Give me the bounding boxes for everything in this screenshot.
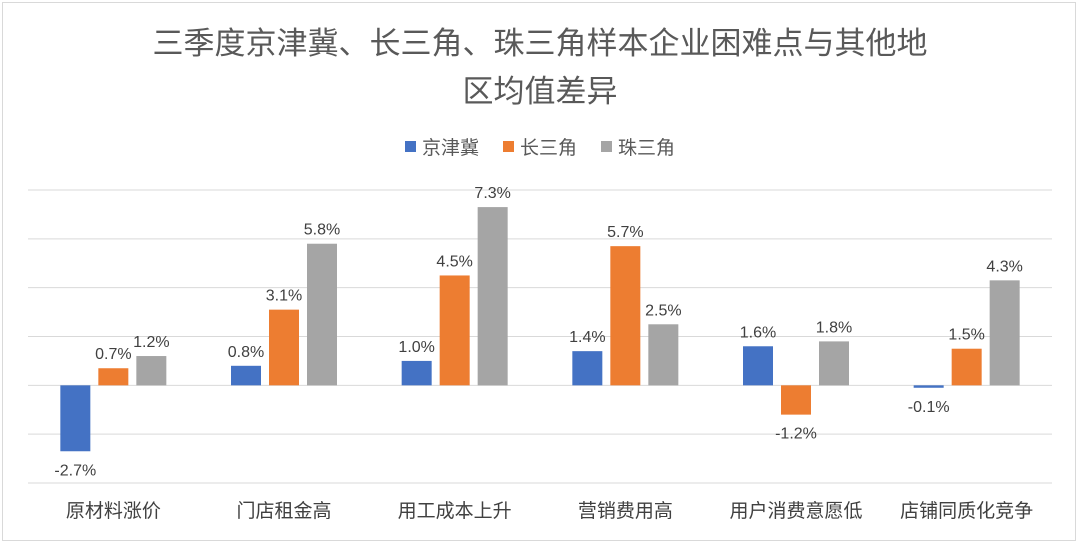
chart-title-line2: 区均值差异 (462, 74, 618, 110)
bar (951, 348, 982, 386)
data-label: 0.8% (228, 344, 264, 361)
data-label: 5.7% (607, 224, 643, 241)
bar (819, 341, 849, 386)
bar (269, 309, 299, 386)
category-label: 店铺同质化竞争 (900, 500, 1033, 522)
legend-label-series-2: 长三角 (519, 137, 577, 159)
category-label: 营销费用高 (578, 500, 673, 522)
legend-item-series-2: 长三角 (502, 133, 577, 160)
data-label: -2.7% (54, 462, 96, 479)
bar (572, 351, 603, 386)
bar (913, 385, 944, 388)
data-label: 4.3% (986, 258, 1022, 275)
category-label: 原材料涨价 (66, 500, 161, 522)
legend-item-series-1: 京津冀 (404, 133, 479, 160)
category-label: 用户消费意愿低 (729, 500, 862, 522)
legend-item-series-3: 珠三角 (601, 133, 675, 160)
data-label: -0.1% (908, 399, 950, 416)
bar (781, 385, 811, 415)
data-label: -1.2% (775, 426, 817, 443)
bar (136, 356, 167, 386)
bar (231, 365, 261, 386)
bar (610, 246, 641, 386)
data-label: 0.7% (95, 346, 131, 363)
bar (439, 275, 470, 386)
data-label: 7.3% (474, 185, 510, 202)
data-label: 1.0% (398, 339, 434, 356)
bar (477, 207, 508, 386)
legend-swatch-series-1 (404, 141, 416, 152)
bar (989, 280, 1020, 386)
bar (743, 346, 773, 386)
category-label: 用工成本上升 (398, 500, 512, 522)
bar (60, 385, 91, 452)
data-label: 1.5% (948, 327, 984, 344)
bar (98, 368, 129, 386)
data-label: 5.8% (304, 222, 340, 239)
data-label: 1.2% (133, 334, 169, 351)
legend-label-series-1: 京津冀 (421, 137, 479, 159)
data-label: 3.1% (266, 288, 302, 305)
bar (648, 324, 679, 386)
chart-legend: 京津冀 长三角 珠三角 (0, 133, 1080, 160)
bar (401, 360, 432, 386)
data-label: 1.4% (569, 329, 605, 346)
data-label: 4.5% (436, 253, 472, 270)
data-label: 2.5% (645, 302, 681, 319)
legend-swatch-series-2 (502, 141, 514, 152)
data-label: 1.6% (740, 324, 776, 341)
legend-label-series-3: 珠三角 (618, 137, 676, 159)
chart-title-line1: 三季度京津冀、长三角、珠三角样本企业困难点与其他地 (152, 26, 928, 62)
bar (307, 243, 337, 386)
category-label: 门店租金高 (236, 500, 331, 522)
data-label: 1.8% (816, 319, 852, 336)
legend-swatch-series-3 (601, 141, 612, 152)
